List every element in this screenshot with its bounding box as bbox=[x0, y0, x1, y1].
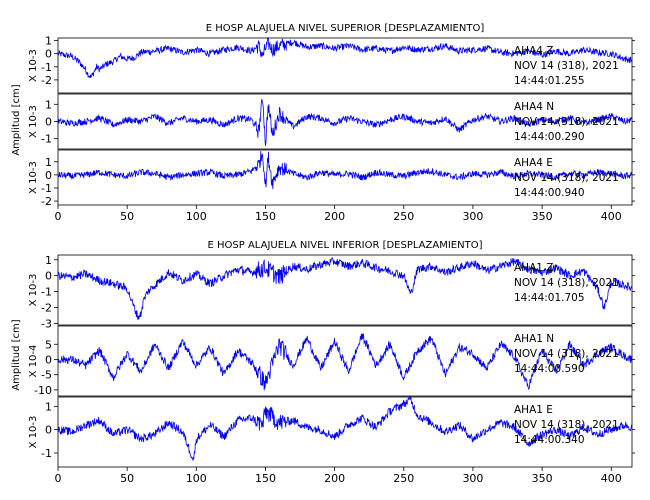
x-tick-label: 250 bbox=[393, 472, 414, 485]
x-tick-label: 0 bbox=[55, 472, 62, 485]
x-tick-label: 0 bbox=[55, 210, 62, 223]
scale-label: X 10-4 bbox=[28, 345, 39, 378]
panel-frame bbox=[57, 254, 633, 326]
scale-label: X 10-3 bbox=[28, 274, 39, 307]
x-tick-label: 100 bbox=[186, 210, 207, 223]
channel-label: AHA1 Z bbox=[514, 262, 553, 274]
time-label: 14:44:00.290 bbox=[514, 131, 585, 143]
scale-label: X 10-3 bbox=[28, 49, 39, 82]
date-label: NOV 14 (318), 2021 bbox=[514, 116, 619, 128]
time-label: 14:44:01.255 bbox=[514, 75, 585, 87]
panel-frame bbox=[57, 149, 633, 206]
chart-title: E HOSP ALAJUELA NIVEL INFERIOR [DESPLAZA… bbox=[208, 240, 483, 251]
y-axis-label: Amplitud [cm] bbox=[11, 84, 22, 155]
scale-label: X 10-3 bbox=[28, 161, 39, 194]
y-tick-label: 0 bbox=[45, 116, 52, 129]
x-tick-label: 200 bbox=[324, 210, 345, 223]
chart-inferior: E HOSP ALAJUELA NIVEL INFERIOR [DESPLAZA… bbox=[11, 240, 635, 485]
x-tick-label: 50 bbox=[120, 472, 134, 485]
panel-frame bbox=[57, 37, 633, 94]
y-tick-label: 0 bbox=[45, 270, 52, 283]
time-label: 14:44:01.705 bbox=[514, 292, 585, 304]
date-label: NOV 14 (318), 2021 bbox=[514, 277, 619, 289]
time-label: 14:44:00.590 bbox=[514, 363, 585, 375]
y-tick-label: -1 bbox=[41, 182, 52, 195]
date-label: NOV 14 (318), 2021 bbox=[514, 419, 619, 431]
trace-panel: 1 0 -1X 10-3 AHA4 N NOV 14 (318), 2021 14:44:… bbox=[28, 93, 635, 150]
y-tick-label: -2 bbox=[41, 302, 52, 315]
y-tick-label: 1 bbox=[45, 98, 52, 111]
y-tick-label: -1 bbox=[41, 447, 52, 460]
x-tick-label: 150 bbox=[255, 472, 276, 485]
y-tick-label: 0 bbox=[45, 169, 52, 182]
scale-label: X 10-3 bbox=[28, 105, 39, 138]
channel-label: AHA4 Z bbox=[514, 45, 553, 57]
time-label: 14:44:00.340 bbox=[514, 434, 585, 446]
waveform-trace bbox=[57, 257, 633, 320]
x-tick-label: 100 bbox=[186, 472, 207, 485]
date-label: NOV 14 (318), 2021 bbox=[514, 172, 619, 184]
waveform-trace bbox=[57, 333, 633, 391]
x-tick-label: 50 bbox=[120, 210, 134, 223]
waveform-trace bbox=[57, 37, 633, 79]
y-tick-label: -1 bbox=[41, 61, 52, 74]
time-label: 14:44:00.940 bbox=[514, 187, 585, 199]
y-tick-label: -2 bbox=[41, 74, 52, 87]
date-label: NOV 14 (318), 2021 bbox=[514, 60, 619, 72]
y-tick-label: -1 bbox=[41, 133, 52, 146]
trace-panel: 1 0 -1X 10-3 AHA1 E NOV 14 (318), 2021 14:44:… bbox=[28, 395, 635, 468]
x-tick-label: 350 bbox=[532, 210, 553, 223]
y-tick-label: 0 bbox=[45, 353, 52, 366]
channel-label: AHA4 E bbox=[514, 157, 553, 169]
channel-label: AHA1 E bbox=[514, 404, 553, 416]
x-tick-label: 400 bbox=[601, 472, 622, 485]
x-tick-label: 350 bbox=[532, 472, 553, 485]
trace-panel: 5 0 -5 -10 X 10-4 AHA1 N NOV 14 (318), 2021 14:… bbox=[28, 325, 635, 397]
waveform-trace bbox=[57, 150, 633, 190]
waveform-trace bbox=[57, 98, 633, 146]
x-tick-label: 300 bbox=[462, 210, 483, 223]
x-tick-label: 300 bbox=[462, 472, 483, 485]
trace-panel: 10-1-2X 10-3 AHA4 Z NOV 14 (318), 2021 14:4… bbox=[28, 35, 635, 94]
y-tick-label: -2 bbox=[41, 195, 52, 208]
channel-label: AHA1 N bbox=[514, 333, 554, 345]
trace-panel: 1 0 -1 -2 -3X 10-3 AHA1 Z NOV 14 (318), 2021 14… bbox=[28, 254, 635, 330]
y-tick-label: 1 bbox=[45, 156, 52, 169]
date-label: NOV 14 (318), 2021 bbox=[514, 348, 619, 360]
chart-superior: E HOSP ALAJUELA NIVEL SUPERIOR [DESPLAZA… bbox=[11, 23, 635, 223]
x-tick-label: 150 bbox=[255, 210, 276, 223]
y-tick-label: 0 bbox=[45, 424, 52, 437]
x-tick-label: 200 bbox=[324, 472, 345, 485]
y-tick-label: 5 bbox=[45, 338, 52, 351]
y-tick-label: 1 bbox=[45, 400, 52, 413]
channel-label: AHA4 N bbox=[514, 101, 554, 113]
x-tick-label: 400 bbox=[601, 210, 622, 223]
y-tick-label: -1 bbox=[41, 286, 52, 299]
waveform-trace bbox=[57, 395, 633, 461]
y-tick-label: 1 bbox=[45, 35, 52, 48]
scale-label: X 10-3 bbox=[28, 416, 39, 449]
y-tick-label: 0 bbox=[45, 48, 52, 61]
y-tick-label: -10 bbox=[34, 384, 52, 397]
trace-panel: 10-1-2X 10-3 AHA4 E NOV 14 (318), 2021 14:4… bbox=[28, 149, 635, 208]
x-tick-label: 250 bbox=[393, 210, 414, 223]
y-tick-label: -3 bbox=[41, 317, 52, 330]
chart-title: E HOSP ALAJUELA NIVEL SUPERIOR [DESPLAZA… bbox=[206, 23, 485, 34]
y-tick-label: -5 bbox=[41, 369, 52, 382]
y-tick-label: 1 bbox=[45, 254, 52, 267]
y-axis-label: Amplitud [cm] bbox=[11, 319, 22, 390]
